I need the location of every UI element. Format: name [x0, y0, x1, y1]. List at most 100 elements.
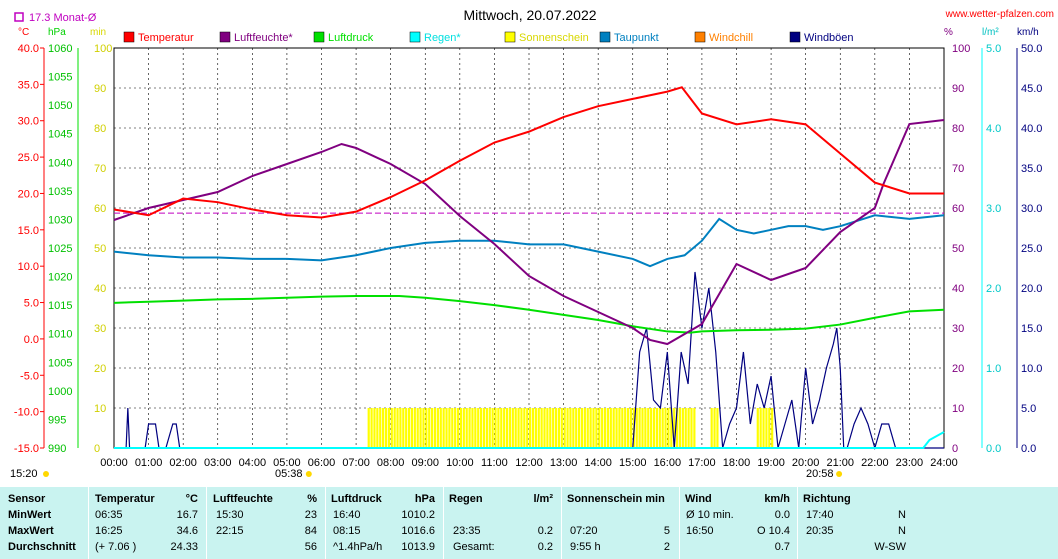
x-tick-label: 14:00: [584, 457, 612, 469]
stat-temp-val: 16.7: [176, 509, 198, 521]
sunshine-bar: [621, 408, 624, 448]
unit-rain: l/m²: [982, 27, 999, 38]
sunshine-bar: [557, 408, 561, 448]
hpa-tick-label: 1050: [48, 100, 72, 112]
x-tick-label: 24:00: [930, 457, 958, 469]
sunshine-bar: [468, 408, 471, 448]
sunshine-bar: [439, 408, 442, 448]
sunshine-bar: [759, 408, 762, 448]
stat-hum-time: 22:15: [216, 525, 244, 537]
sunshine-bar: [494, 408, 497, 448]
col-divider: [443, 487, 444, 559]
unit-temp: °C: [18, 27, 29, 38]
sunshine-bar: [526, 408, 529, 448]
col-divider: [561, 487, 562, 559]
sunshine-bar: [520, 408, 523, 448]
sunshine-bar: [482, 408, 486, 448]
sunshine-bar: [514, 408, 517, 448]
col-divider: [797, 487, 798, 559]
stat-sun-time: 07:20: [570, 525, 598, 537]
humidity-line: [113, 119, 945, 346]
sunshine-bar: [390, 408, 393, 448]
series-layer: [113, 86, 945, 451]
rain-tick-label: 0.0: [986, 443, 1001, 455]
sunshine-bar: [477, 408, 480, 448]
stat-rain-time: Gesamt:: [453, 541, 495, 553]
pct-tick-label: 50: [952, 243, 964, 255]
sunshine-bar: [410, 408, 414, 448]
col-divider: [679, 487, 680, 559]
sunshine-bar: [459, 408, 463, 448]
sunshine-bar: [664, 408, 667, 448]
month-avg-swatch: [14, 12, 24, 22]
col-divider: [206, 487, 207, 559]
sunshine-bar: [580, 408, 584, 448]
kmh-tick-label: 5.0: [1021, 403, 1036, 415]
stat-temp-val: 34.6: [176, 525, 198, 537]
sunshine-bar: [756, 408, 759, 448]
hpa-tick-label: 1005: [48, 357, 72, 369]
stat-rain-val: 0.2: [537, 541, 553, 553]
sunshine-bar: [505, 408, 509, 448]
sunshine-bar: [540, 408, 543, 448]
rain-line: [114, 431, 945, 449]
sunshine-bar: [393, 408, 396, 448]
pct-tick-label: 0: [952, 443, 958, 455]
kmh-tick-label: 15.0: [1021, 323, 1042, 335]
stat-sun-time: 9:55 h: [570, 541, 601, 553]
sunshine-bar: [566, 408, 569, 448]
sunshine-bar: [405, 408, 408, 448]
dewpoint-line: [113, 214, 945, 268]
website-link[interactable]: www.wetter-pfalzen.com: [945, 9, 1054, 20]
sunrise-icon: [305, 471, 312, 477]
temp-tick-label: 35.0: [18, 79, 39, 91]
sunshine-bar: [690, 408, 693, 448]
stat-press-time: 16:40: [333, 509, 361, 521]
hdr-rain-unit: l/m²: [533, 493, 553, 505]
sunshine-bar: [618, 408, 621, 448]
legend-label: Windchill: [709, 32, 753, 44]
sunshine-bar: [428, 408, 431, 448]
stat-rain-val: 0.2: [537, 525, 553, 537]
chart-legend: Temperatur Luftfeuchte* Luftdruck Regen* Son…: [123, 31, 854, 44]
kmh-tick-label: 25.0: [1021, 243, 1042, 255]
temp-tick-label: 30.0: [18, 116, 39, 128]
x-tick-label: 05:00: [273, 457, 301, 469]
stat-press-time: 08:15: [333, 525, 361, 537]
stat-sun-val: 2: [663, 541, 670, 553]
sunshine-bar: [419, 408, 422, 448]
sunshine-bar: [601, 408, 604, 448]
stat-label: MinWert: [8, 509, 52, 521]
stats-table: Sensor Temperatur °C Luftfeuchte % Luftd…: [0, 487, 1058, 559]
pct-tick-label: 100: [952, 43, 970, 55]
x-tick-label: 20:00: [792, 457, 820, 469]
kmh-tick-label: 45.0: [1021, 83, 1042, 95]
sunshine-bar: [675, 408, 679, 448]
sunshine-bar: [491, 408, 494, 448]
x-tick-label: 13:00: [550, 457, 578, 469]
legend-label: Luftfeuchte*: [234, 32, 293, 44]
sunshine-bar: [603, 408, 607, 448]
stat-wind-val: 0.7: [774, 541, 790, 553]
sunshine-bar: [523, 408, 526, 448]
x-tick-label: 07:00: [342, 457, 370, 469]
sunshine-bar: [436, 408, 439, 448]
hdr-temp: Temperatur: [95, 493, 155, 505]
sunshine-bar: [658, 408, 661, 448]
sunshine-bar: [402, 408, 405, 448]
pct-tick-label: 80: [952, 123, 964, 135]
kmh-tick-label: 10.0: [1021, 363, 1042, 375]
hpa-tick-label: 1055: [48, 72, 72, 84]
stat-press-val: 1016.6: [401, 525, 435, 537]
start-sun-icon: [43, 471, 49, 477]
min-tick-label: 0: [94, 443, 100, 455]
sunshine-bar: [497, 408, 500, 448]
sunshine-bar: [612, 408, 615, 448]
sunshine-bar: [379, 408, 382, 448]
sunshine-bar: [407, 408, 411, 448]
sunshine-bar: [569, 408, 572, 448]
sunshine-bar: [575, 408, 578, 448]
sunshine-bar: [572, 408, 575, 448]
x-tick-label: 11:00: [481, 457, 508, 469]
temp-tick-label: 25.0: [18, 152, 39, 164]
